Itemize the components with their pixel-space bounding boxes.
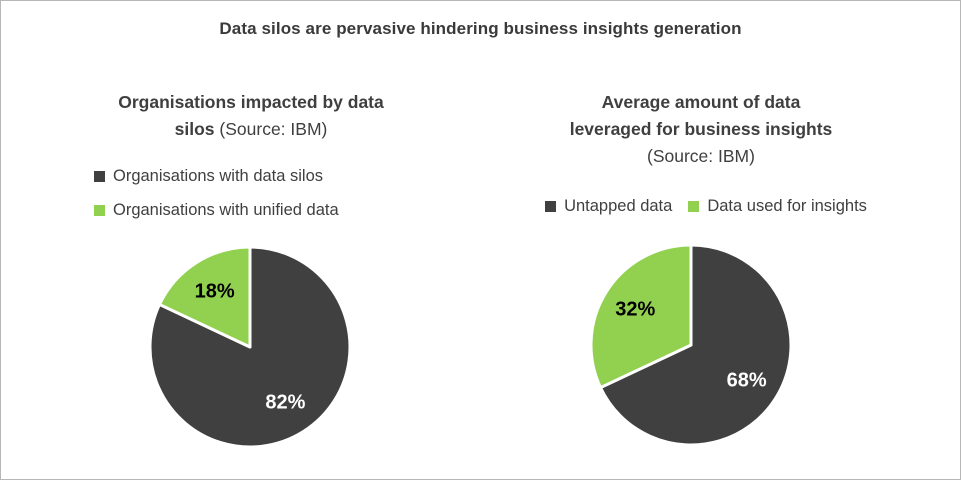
right-chart-title: Average amount of data leveraged for bus… — [506, 89, 896, 170]
pie-slice-label: 68% — [727, 369, 767, 391]
right-chart-title-line1: Average amount of data — [601, 92, 801, 112]
legend-label: Data used for insights — [707, 197, 867, 215]
pie-slice-label: 82% — [265, 392, 305, 414]
legend-item: Organisations with data silos — [94, 167, 339, 186]
legend-swatch-green — [94, 205, 105, 216]
left-pie-chart: 82% 18% — [148, 245, 352, 449]
legend-label: Organisations with unified data — [113, 201, 339, 219]
left-chart-title: Organisations impacted by data silos (So… — [56, 89, 446, 143]
legend-item: Untapped data — [545, 197, 672, 216]
legend-label: Organisations with data silos — [113, 167, 324, 185]
legend-item: Data used for insights — [688, 197, 867, 216]
left-chart-title-line1: Organisations impacted by data — [118, 92, 384, 112]
page-title: Data silos are pervasive hindering busin… — [219, 19, 742, 38]
left-chart-title-source: (Source: IBM) — [219, 119, 328, 139]
pie-slice — [158, 245, 252, 349]
left-chart-title-line2-bold: silos — [174, 119, 215, 139]
right-pie-chart: 68% 32% — [589, 243, 793, 447]
legend-swatch-dark — [545, 201, 557, 212]
legend-label: Untapped data — [564, 197, 673, 215]
right-chart-title-line2: leveraged for business insights — [569, 119, 833, 139]
left-chart-legend: Organisations with data silos Organisati… — [94, 167, 339, 220]
pie-slice — [589, 243, 693, 390]
pie-slice-label: 32% — [615, 299, 655, 321]
legend-item: Organisations with unified data — [94, 201, 339, 220]
right-chart-legend: Untapped data Data used for insights — [506, 197, 906, 216]
right-chart-title-source: (Source: IBM) — [647, 146, 755, 166]
pie-slice — [599, 243, 793, 447]
legend-swatch-green — [688, 201, 700, 212]
pie-slice-label: 18% — [195, 280, 235, 302]
legend-swatch-dark — [94, 171, 105, 182]
